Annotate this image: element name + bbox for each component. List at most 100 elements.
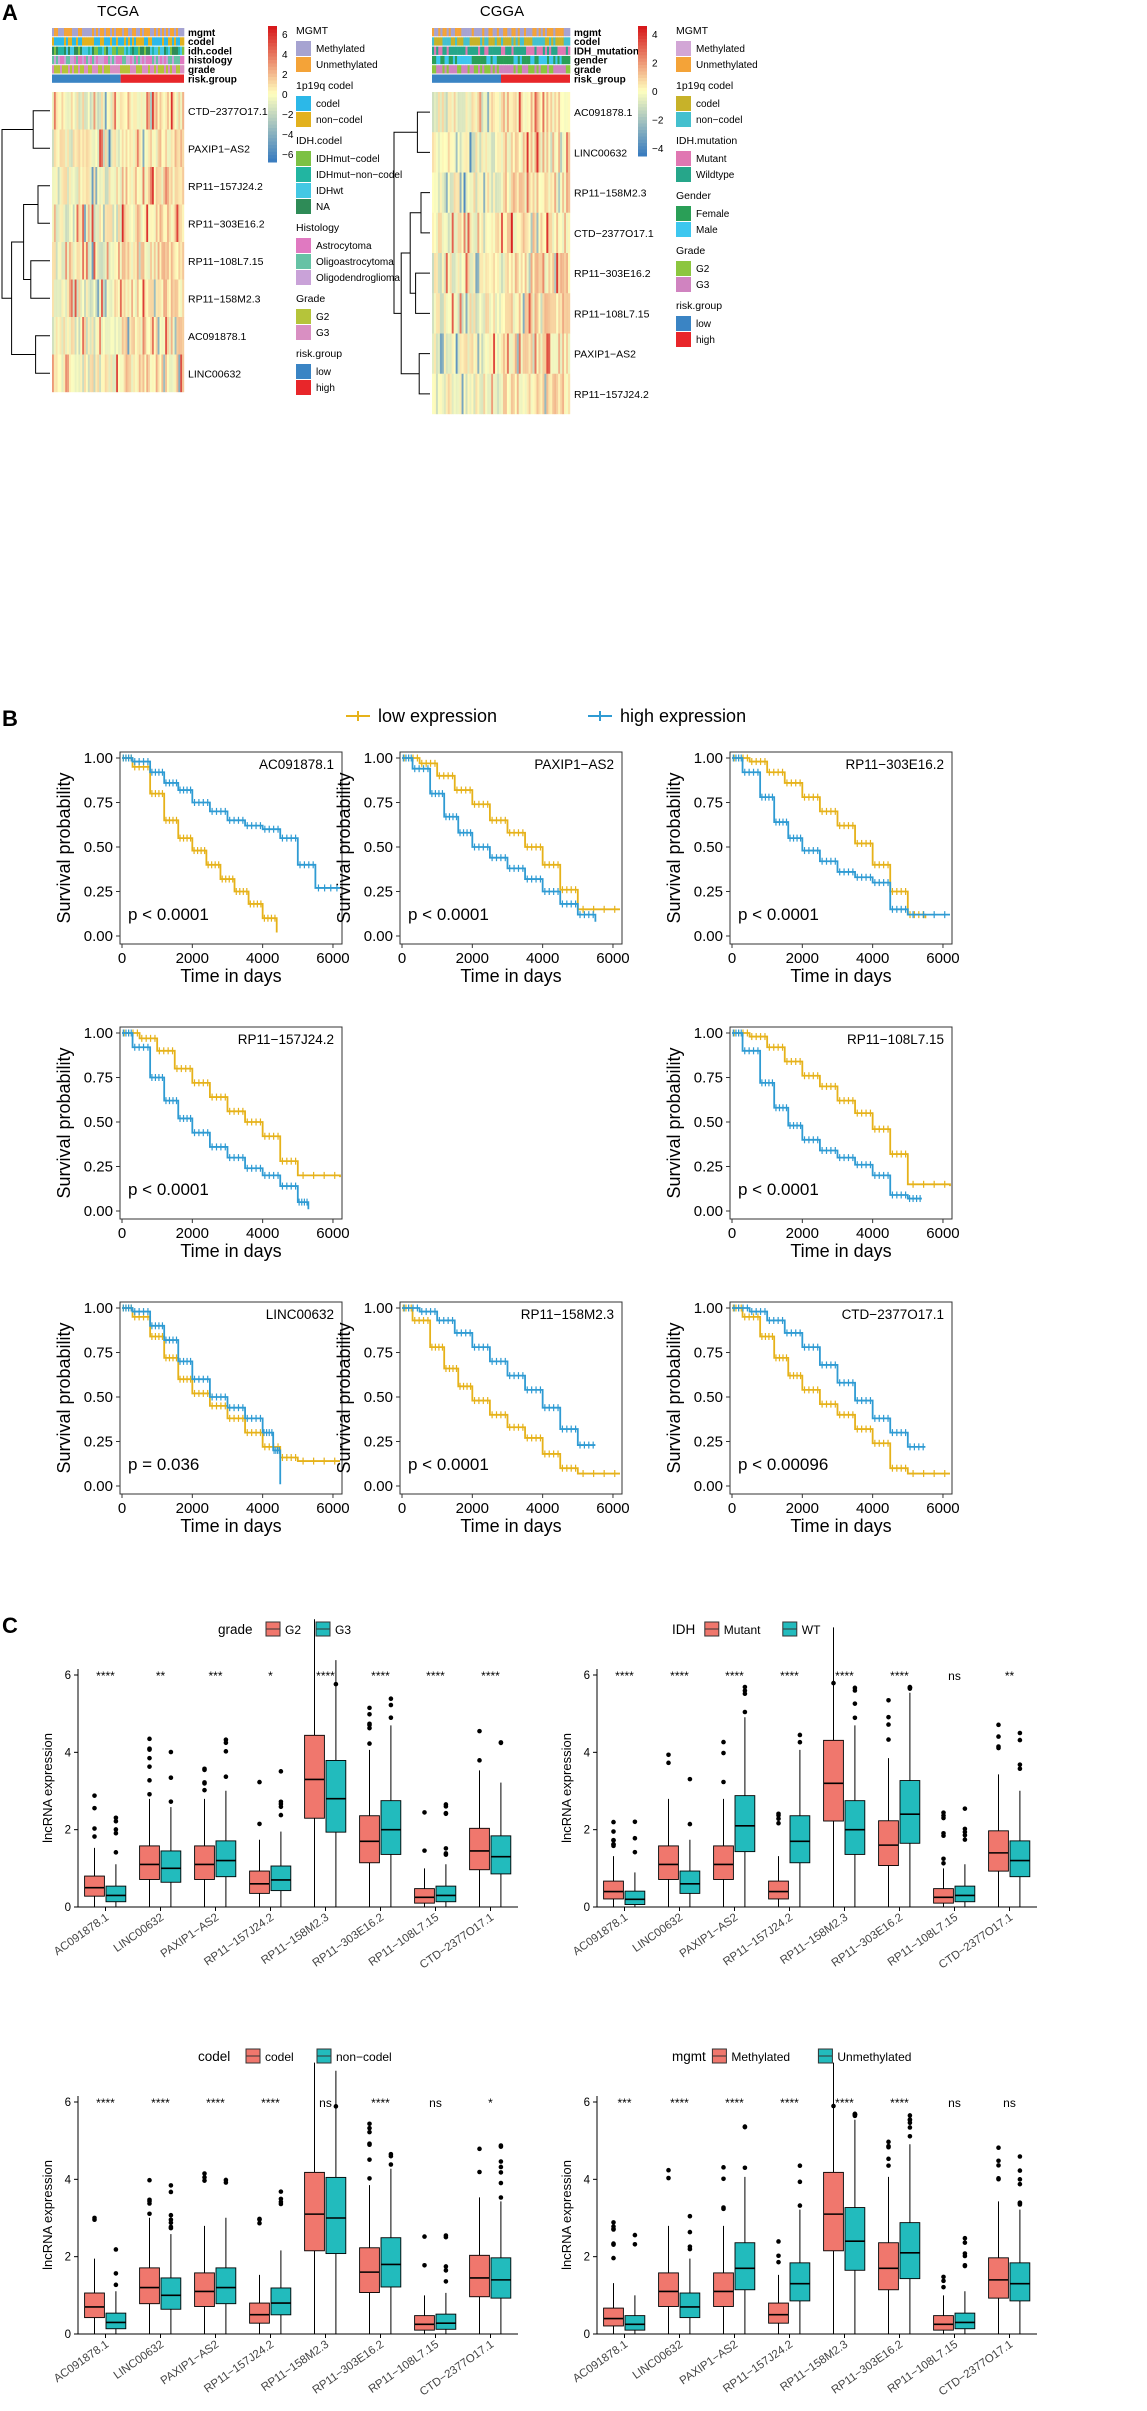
heatmap-cell <box>170 129 173 168</box>
legend-title: Grade <box>676 245 705 257</box>
heatmap-cell <box>447 333 450 374</box>
track-cell <box>513 46 516 55</box>
heatmap-cell <box>499 132 502 173</box>
track-cell <box>442 65 445 74</box>
track-cell <box>114 65 117 74</box>
heatmap-cell <box>150 242 153 280</box>
heatmap-cell <box>85 242 89 280</box>
track-cell <box>68 37 71 46</box>
track-cell <box>154 55 157 65</box>
heatmap-cell <box>477 132 480 173</box>
track-cell <box>70 55 73 65</box>
track-cell <box>110 46 113 55</box>
track-cell <box>110 28 113 37</box>
track-cell <box>80 37 83 46</box>
survival-legend: low expression high expression <box>346 706 746 726</box>
legend-swatch <box>676 112 691 127</box>
track-cell <box>146 28 149 37</box>
legend-item-label: Oligodendroglioma <box>316 273 400 284</box>
track-cell <box>509 46 512 55</box>
heatmap-cell <box>142 92 145 130</box>
heatmap-cell <box>121 317 124 355</box>
box-body <box>160 1850 182 1883</box>
y-tick-label: 0.00 <box>364 1478 393 1495</box>
track-cell <box>557 55 560 65</box>
outlier-point <box>92 2215 97 2221</box>
track-cell <box>114 37 117 46</box>
outlier-point <box>168 2217 174 2223</box>
heatmap-cell <box>127 204 130 243</box>
heatmap-cell <box>485 293 488 334</box>
heatmap-cell <box>72 92 75 130</box>
heatmap-cell <box>72 129 75 168</box>
heatmap-cell <box>558 373 561 415</box>
heatmap-cell <box>536 172 539 213</box>
colorbar-step <box>268 114 277 119</box>
heatmap-cell <box>437 253 441 294</box>
heatmap-cell <box>150 317 153 355</box>
heatmap-cell <box>148 204 151 243</box>
track-cell <box>532 28 535 37</box>
track-cell <box>122 65 125 74</box>
track-cell <box>442 28 445 37</box>
track-cell <box>438 37 441 46</box>
legend-item-label: IDHmut−codel <box>316 154 380 165</box>
x-tick-label: AC091878.1 <box>52 2339 111 2386</box>
track-cell <box>561 46 565 55</box>
heatmap-cell <box>89 129 92 168</box>
track-cell <box>538 28 542 37</box>
track-cell <box>126 46 129 55</box>
heatmap-cell <box>493 132 496 173</box>
heatmap-cell <box>512 172 515 213</box>
outlier-point <box>962 1832 968 1838</box>
heatmap-cell <box>136 92 139 130</box>
track-cell <box>64 28 67 37</box>
heatmap-cell <box>176 92 179 130</box>
box-body <box>734 2242 756 2291</box>
colorbar-step <box>268 73 277 78</box>
track-cell <box>542 28 546 37</box>
track-cell <box>553 55 556 65</box>
box-body <box>954 1885 976 1903</box>
track-cell <box>66 65 69 74</box>
legend-swatch <box>296 96 311 111</box>
heatmap-cell <box>136 279 139 318</box>
heatmap-cell <box>528 373 531 415</box>
heatmap-cell <box>550 212 553 254</box>
heatmap-cell <box>116 167 119 205</box>
legend-item-label: Female <box>696 209 730 220</box>
y-tick-label: 4 <box>584 1747 591 1759</box>
x-tick-label: 6000 <box>316 1500 349 1517</box>
y-tick-label: 0.75 <box>694 1070 723 1087</box>
box-group2 <box>270 2189 292 2334</box>
track-cell <box>62 65 65 74</box>
heatmap-cell <box>433 132 437 173</box>
box-body <box>603 2307 624 2327</box>
outlier-point <box>611 1837 616 1843</box>
heatmap-cell <box>566 212 569 254</box>
track-cell <box>178 55 181 65</box>
outlier-point <box>498 2195 504 2200</box>
heatmap-cell <box>512 293 515 334</box>
heatmap-cell <box>554 253 557 294</box>
heatmap-cell <box>119 129 122 168</box>
heatmap-cell <box>465 132 468 173</box>
track-cell <box>434 55 437 65</box>
track-cell <box>86 65 89 74</box>
heatmap-cell <box>455 293 458 334</box>
track-cell <box>471 46 475 55</box>
y-axis-label: lncRNA expression <box>559 2160 574 2270</box>
track-cell <box>438 46 441 55</box>
track-cell <box>170 55 173 65</box>
track-cell <box>488 55 491 65</box>
track-cell <box>536 46 539 55</box>
track-cell <box>532 37 535 46</box>
track-cell <box>440 37 443 46</box>
heatmap-cell <box>125 354 128 393</box>
heatmap-cell <box>463 333 466 374</box>
heatmap-cell <box>104 279 107 318</box>
heatmap-cell <box>530 293 533 334</box>
track-cell <box>534 55 537 65</box>
